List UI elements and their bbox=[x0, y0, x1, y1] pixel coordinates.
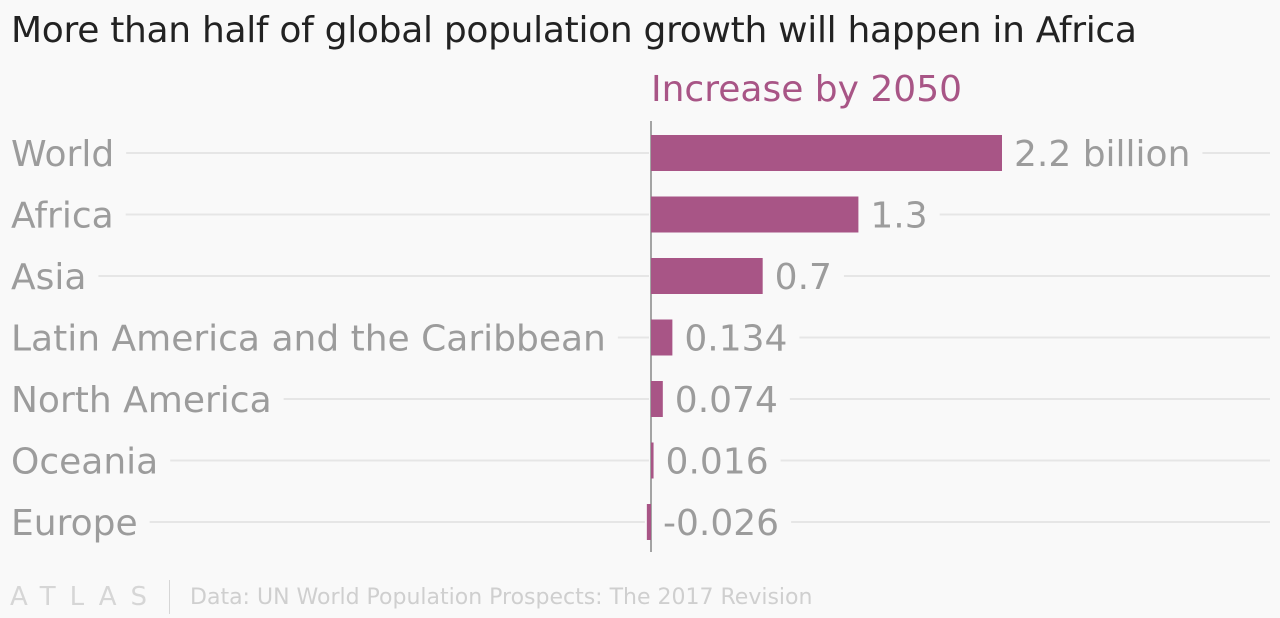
source-note: Data: UN World Population Prospects: The… bbox=[190, 584, 813, 610]
bar bbox=[651, 258, 763, 294]
category-label: Africa bbox=[11, 196, 114, 237]
bar bbox=[651, 442, 654, 479]
category-label: Asia bbox=[11, 257, 86, 298]
value-label: 0.134 bbox=[684, 319, 787, 360]
bar bbox=[646, 504, 651, 540]
labels: Increase by 2050 World 2.2 billion Africa 1.… bbox=[11, 69, 1190, 544]
value-label: 1.3 bbox=[870, 196, 927, 237]
category-label: North America bbox=[11, 380, 272, 421]
footer: ATLAS Data: UN World Population Prospect… bbox=[10, 580, 812, 614]
category-label: World bbox=[11, 134, 114, 175]
bar bbox=[651, 135, 1002, 171]
value-label: 2.2 billion bbox=[1014, 134, 1190, 175]
value-label: 0.074 bbox=[675, 380, 778, 421]
series-label: Increase by 2050 bbox=[651, 69, 962, 110]
bar bbox=[651, 319, 673, 356]
category-label: Europe bbox=[11, 503, 138, 544]
bar bbox=[651, 196, 859, 233]
atlas-logo: ATLAS bbox=[10, 582, 162, 612]
value-label: 0.7 bbox=[775, 257, 832, 298]
chart-title: More than half of global population grow… bbox=[11, 10, 1137, 51]
footer-divider bbox=[169, 580, 171, 614]
gridlines bbox=[98, 152, 1270, 523]
value-label: -0.026 bbox=[663, 503, 779, 544]
value-label: 0.016 bbox=[666, 442, 769, 483]
category-label: Latin America and the Caribbean bbox=[11, 319, 606, 360]
category-label: Oceania bbox=[11, 442, 158, 483]
bars bbox=[646, 135, 1002, 540]
bar bbox=[651, 381, 663, 417]
